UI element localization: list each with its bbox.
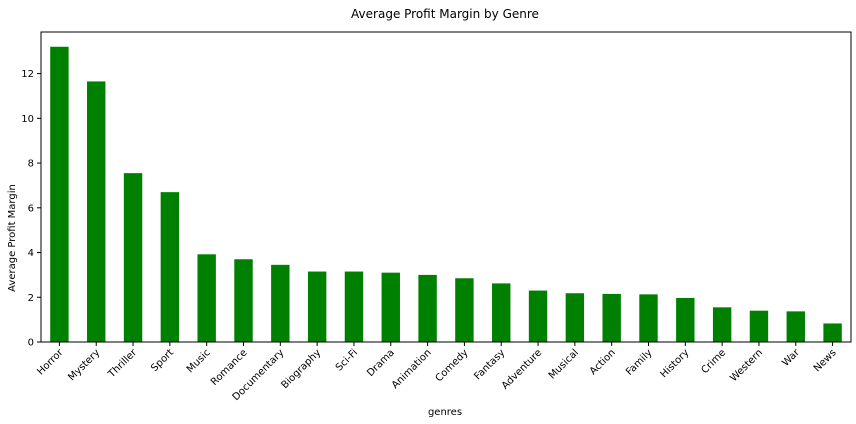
x-tick-label: Adventure bbox=[500, 347, 544, 391]
bar-thriller bbox=[123, 173, 143, 342]
plot-frame bbox=[40, 31, 852, 343]
x-tick-label: Horror bbox=[35, 347, 66, 378]
x-tick-label: Drama bbox=[365, 347, 397, 379]
bar-family bbox=[639, 294, 658, 342]
x-tick-label: Family bbox=[624, 347, 655, 378]
bar-adventure bbox=[528, 290, 548, 342]
bar-comedy bbox=[455, 278, 474, 342]
bar-mystery bbox=[87, 81, 106, 342]
y-tick-label: 4 bbox=[28, 248, 34, 259]
bar-animation bbox=[418, 274, 437, 342]
x-tick-label: Sport bbox=[149, 347, 176, 374]
bar-fantasy bbox=[492, 283, 511, 342]
bar-action bbox=[602, 293, 621, 342]
chart-title: Average Profit Margin by Genre bbox=[351, 7, 539, 21]
x-tick-label: News bbox=[812, 347, 839, 374]
x-axis-title: genres bbox=[428, 407, 462, 418]
bar-romance bbox=[234, 259, 253, 342]
bars-layer bbox=[50, 46, 842, 343]
bar-sport bbox=[160, 192, 180, 342]
x-tick-label: Sci-Fi bbox=[334, 347, 360, 373]
x-tick-label: Action bbox=[588, 347, 618, 377]
bar-horror bbox=[50, 46, 69, 343]
x-tick-label: Animation bbox=[390, 347, 434, 391]
bar-documentary bbox=[271, 264, 290, 342]
y-axis-title: Average Profit Margin bbox=[7, 184, 18, 292]
ticks-layer: Horror Mystery Thriller Sport MusicRomanceDo… bbox=[21, 69, 838, 403]
bar-war bbox=[786, 311, 805, 342]
bar-musical bbox=[565, 293, 585, 342]
bar-crime bbox=[712, 307, 732, 342]
bar-sci-fi bbox=[344, 271, 364, 342]
x-tick-label: Mystery bbox=[66, 347, 102, 383]
y-tick-label: 0 bbox=[28, 338, 34, 349]
x-tick-label: Comedy bbox=[434, 347, 471, 384]
bar-biography bbox=[307, 271, 327, 342]
x-tick-label: Thriller bbox=[106, 347, 140, 381]
x-tick-label: Western bbox=[728, 347, 765, 384]
x-tick-label: Music bbox=[185, 347, 213, 375]
y-tick-label: 2 bbox=[28, 293, 34, 304]
x-tick-label: History bbox=[659, 347, 692, 380]
x-tick-label: Crime bbox=[699, 347, 728, 376]
y-tick-label: 12 bbox=[21, 69, 34, 80]
x-tick-label: War bbox=[780, 347, 802, 369]
y-tick-label: 8 bbox=[28, 159, 34, 170]
bar-music bbox=[197, 254, 216, 342]
x-tick-label: Musical bbox=[547, 347, 581, 381]
x-tick-label: Fantasy bbox=[472, 347, 507, 382]
bar-western bbox=[749, 310, 769, 342]
bar-news bbox=[823, 323, 842, 342]
bar-history bbox=[676, 297, 695, 342]
bar-drama bbox=[381, 272, 400, 342]
x-tick-label: Biography bbox=[279, 347, 323, 391]
y-tick-label: 10 bbox=[21, 114, 34, 125]
y-tick-label: 6 bbox=[28, 203, 34, 214]
